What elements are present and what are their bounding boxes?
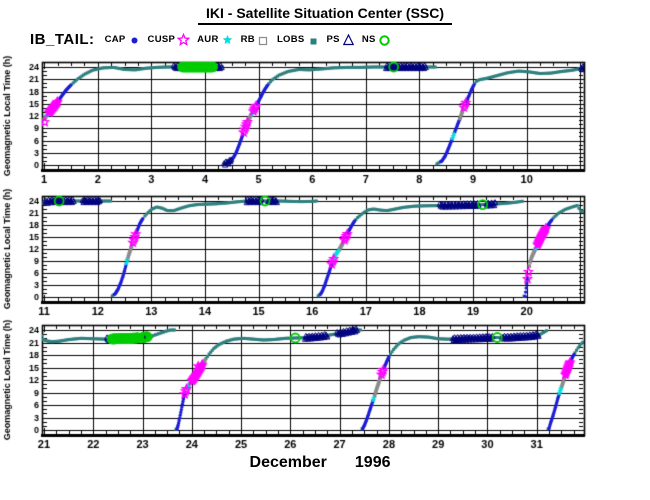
aur-marker-icon	[222, 35, 232, 45]
legend-item-label: NS	[361, 34, 376, 45]
rb-marker-icon	[258, 36, 268, 46]
legend-item-cusp: CUSP	[148, 33, 191, 46]
lobs-marker-icon	[310, 38, 317, 45]
page-title: IKI - Satellite Situation Center (SSC)	[0, 5, 650, 25]
ns-marker-icon	[378, 35, 390, 46]
legend-item-lobs: LOBS	[277, 33, 320, 46]
legend-item-label: AUR	[197, 34, 219, 45]
legend-item-label: RB	[240, 34, 255, 45]
year-label: 1996	[354, 454, 391, 471]
legend-item-label: LOBS	[276, 34, 305, 45]
legend-item-ps: PS	[327, 33, 355, 46]
month-label: December	[249, 454, 327, 471]
ps-marker-icon	[342, 33, 354, 46]
x-axis-title: December 1996	[0, 454, 640, 472]
legend-item-label: CUSP	[147, 34, 176, 45]
cusp-marker-icon	[177, 33, 191, 46]
legend: IB_TAIL: CAP CUSP AUR RB LOBS PS NS	[30, 31, 398, 48]
legend-item-ns: NS	[362, 33, 391, 46]
legend-item-label: CAP	[104, 34, 126, 45]
legend-item-aur: AUR	[197, 33, 233, 46]
cap-marker-icon	[131, 37, 138, 44]
page-title-text: IKI - Satellite Situation Center (SSC)	[197, 5, 453, 25]
legend-items: CAP CUSP AUR RB LOBS PS NS	[105, 33, 398, 46]
legend-item-label: PS	[326, 34, 340, 45]
legend-dataset-label: IB_TAIL:	[30, 31, 95, 48]
legend-item-rb: RB	[241, 33, 270, 46]
chart-canvas	[0, 52, 650, 452]
legend-item-cap: CAP	[105, 33, 141, 46]
